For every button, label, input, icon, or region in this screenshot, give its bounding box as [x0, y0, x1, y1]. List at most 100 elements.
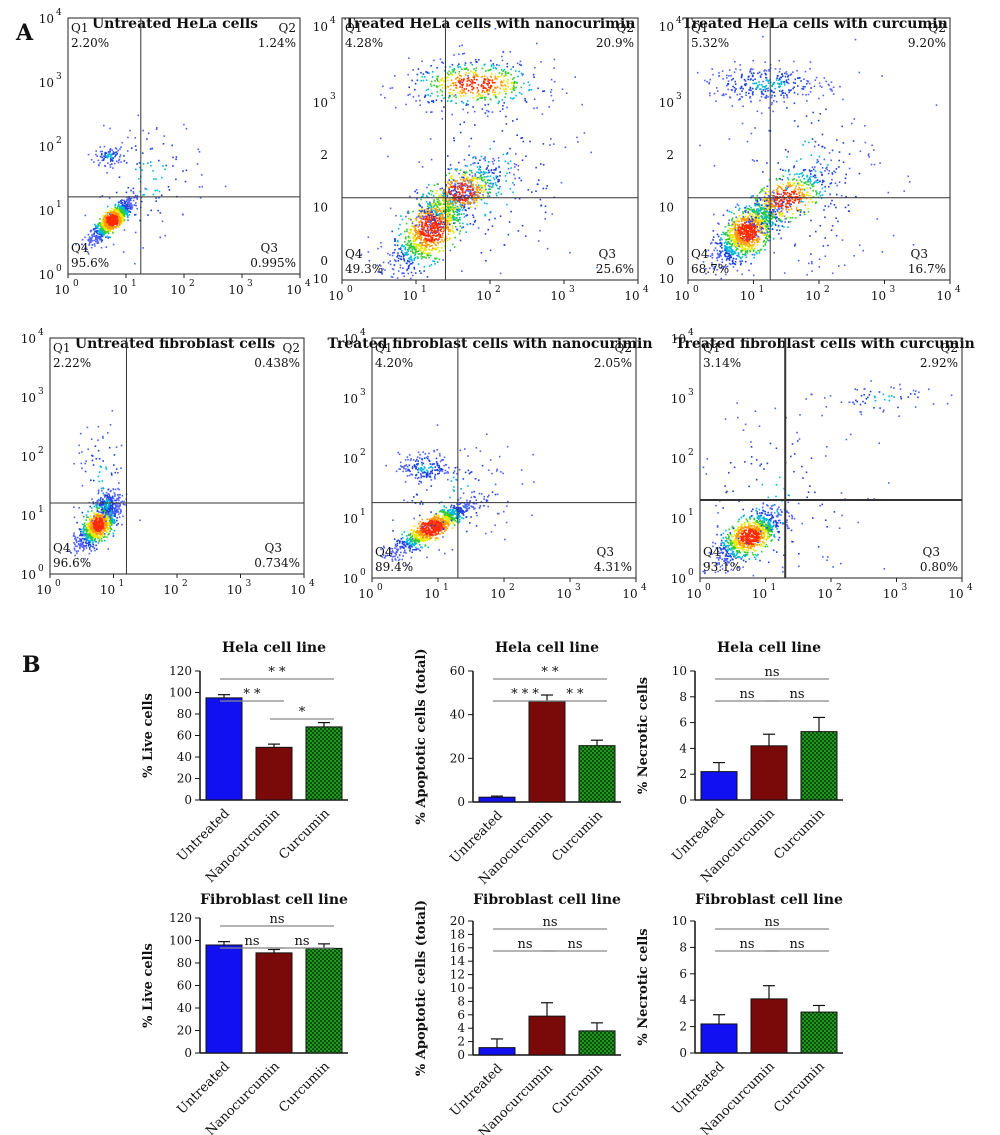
scatter-point: [422, 73, 425, 75]
scatter-point: [509, 97, 512, 99]
scatter-point: [476, 99, 479, 101]
scatter-point: [815, 190, 817, 192]
scatter-point: [473, 197, 476, 200]
scatter-point: [108, 224, 110, 227]
scatter-point: [125, 210, 127, 212]
scatter-point: [473, 193, 475, 196]
scatter-point: [465, 184, 468, 186]
scatter-point: [81, 243, 83, 246]
scatter-point: [569, 251, 571, 254]
scatter-point: [443, 228, 445, 230]
scatter-point: [449, 230, 452, 233]
scatter-point: [765, 241, 767, 243]
scatter-point: [806, 180, 809, 183]
scatter-point: [516, 118, 518, 121]
scatter-point: [416, 256, 419, 258]
scatter-point: [163, 135, 166, 137]
scatter-point: [458, 78, 461, 80]
scatter-point: [389, 260, 391, 262]
scatter-point: [783, 193, 786, 195]
scatter-point: [426, 205, 429, 208]
scatter-point: [751, 227, 754, 229]
scatter-point: [106, 217, 109, 220]
scatter-point: [743, 247, 745, 250]
scatter-point: [461, 44, 463, 47]
scatter-point: [442, 230, 445, 233]
scatter-point: [749, 222, 751, 225]
scatter-point: [421, 247, 424, 250]
scatter-point: [756, 244, 759, 247]
scatter-point: [397, 252, 399, 254]
scatter-point: [98, 222, 101, 224]
scatter-point: [486, 202, 488, 205]
scatter-point: [482, 87, 485, 89]
scatter-point: [482, 89, 484, 92]
scatter-point: [772, 238, 775, 240]
scatter-point: [439, 215, 442, 218]
scatter-point: [431, 229, 433, 232]
scatter-point: [466, 100, 469, 102]
scatter-point: [457, 79, 459, 82]
scatter-point: [742, 233, 744, 236]
scatter-point: [752, 243, 755, 246]
scatter-point: [731, 244, 733, 246]
scatter-point: [436, 206, 438, 209]
scatter-point: [754, 233, 756, 236]
scatter-point: [458, 207, 460, 209]
scatter-point: [457, 191, 460, 193]
scatter-point: [404, 248, 406, 251]
scatter-point: [814, 166, 816, 168]
scatter-point: [110, 158, 112, 161]
scatter-point: [735, 230, 738, 233]
scatter-point: [422, 79, 425, 82]
scatter-point: [444, 181, 446, 183]
scatter-point: [772, 211, 775, 213]
scatter-point: [433, 199, 435, 202]
scatter-point: [760, 219, 762, 222]
scatter-point: [799, 191, 801, 193]
scatter-point: [725, 248, 728, 250]
scatter-point: [453, 207, 455, 209]
scatter-point: [171, 144, 173, 147]
scatter-point: [726, 242, 728, 244]
scatter-point: [749, 236, 752, 238]
scatter-point: [99, 232, 101, 235]
scatter-point: [781, 215, 783, 217]
scatter-point: [738, 245, 740, 247]
scatter-point: [485, 96, 487, 99]
scatter-point: [486, 181, 489, 184]
scatter-point: [447, 210, 450, 212]
scatter-point: [420, 238, 422, 240]
scatter-point: [446, 226, 448, 229]
scatter-point: [198, 151, 201, 153]
scatter-point: [750, 234, 752, 237]
scatter-point: [774, 210, 776, 213]
scatter-point: [161, 176, 163, 179]
scatter-point: [512, 120, 514, 122]
scatter-point: [799, 209, 801, 211]
scatter-point: [524, 97, 526, 100]
scatter-point: [133, 204, 136, 206]
scatter-point: [753, 211, 756, 214]
scatter-point: [477, 94, 479, 97]
scatter-point: [746, 236, 748, 239]
scatter-point: [98, 235, 100, 238]
scatter-point: [491, 79, 493, 82]
scatter-point: [798, 198, 801, 201]
scatter-point: [438, 195, 441, 197]
scatter-point: [777, 190, 779, 193]
scatter-point: [482, 85, 485, 87]
scatter-point: [473, 81, 475, 84]
scatter-point: [821, 194, 824, 196]
quadrant-value-q2: 20.9%: [596, 36, 634, 50]
scatter-point: [776, 210, 779, 213]
scatter-point: [768, 220, 770, 223]
scatter-point: [491, 172, 494, 174]
scatter-point: [477, 191, 480, 194]
scatter-point: [447, 225, 449, 228]
scatter-point: [732, 253, 734, 256]
scatter-point: [462, 199, 464, 202]
quadrant-value-q3: 25.6%: [596, 262, 634, 276]
scatter-point: [126, 150, 129, 152]
scatter-point: [720, 233, 723, 236]
